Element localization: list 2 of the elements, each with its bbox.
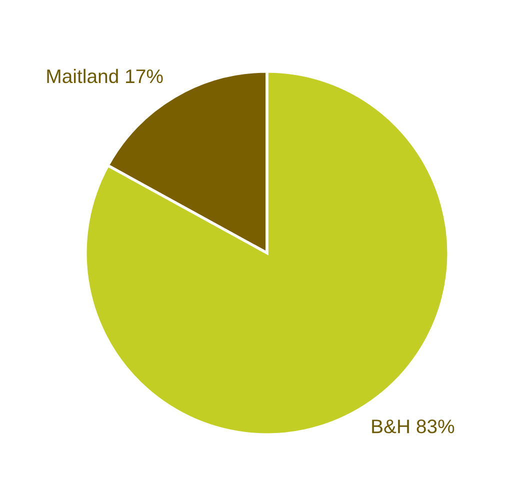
slice-label: B&H 83% <box>372 420 454 434</box>
slice-label: Maitland 17% <box>47 68 163 84</box>
